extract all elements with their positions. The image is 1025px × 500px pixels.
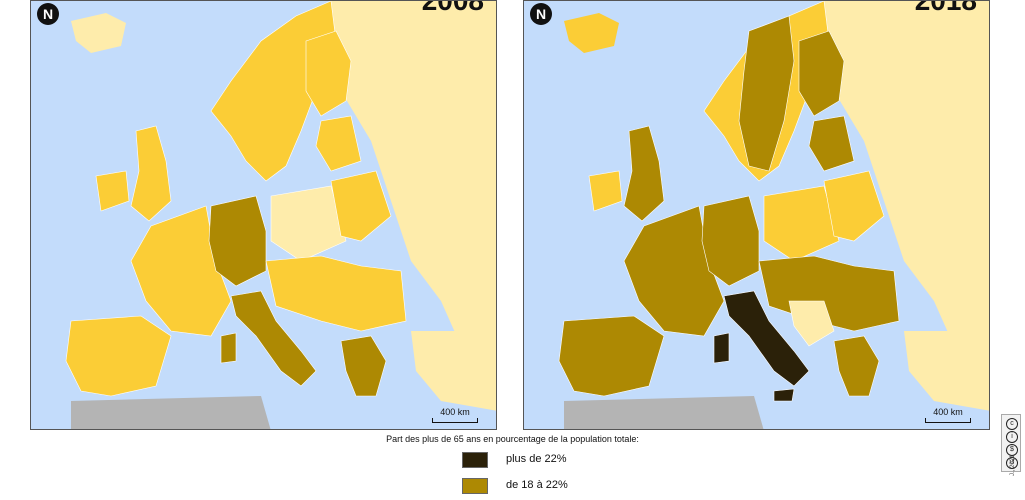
turkey [904,331,989,411]
iberia [558,315,665,397]
by-icon: i [1006,431,1018,443]
germany [208,195,267,287]
north-africa [71,396,271,429]
north-arrow-icon: N [530,3,552,25]
belarus-area [330,170,392,242]
north-arrow-icon: N [37,3,59,25]
scale-line [432,418,478,423]
ireland [95,170,130,212]
uk [623,125,665,222]
italy [230,290,317,387]
year-label: 2008 [421,0,484,16]
legend-title: Part des plus de 65 ans en pourcentage d… [386,434,639,444]
france [623,205,725,337]
iceland [564,13,619,53]
germany [701,195,760,287]
map-2018: N 2018 400 km [523,0,990,430]
sardinia [220,332,237,364]
turkey [411,331,496,411]
greece [340,335,387,397]
scale-line [925,418,971,423]
baltics [808,115,855,172]
ukraine-area [823,170,885,242]
nc-icon: $ [1006,444,1018,456]
poland-area [270,185,347,262]
baltics [315,115,362,172]
legend-swatch-mid [462,478,488,494]
sardinia [713,332,730,364]
legend-label-high: plus de 22% [506,453,567,465]
sicily [773,388,795,402]
iceland [71,13,126,53]
north-africa [564,396,764,429]
finland [798,30,845,117]
europe-map-2008 [31,1,496,429]
scale-label: 400 km [933,407,963,417]
cc-icon: c [1006,418,1018,430]
scale-bar: 400 km [432,407,478,423]
uk [130,125,172,222]
finland [305,30,352,117]
year-label: 2018 [914,0,977,16]
ireland [588,170,623,212]
credit-text: J., 2021 [1010,454,1016,476]
poland [763,185,840,262]
license-badge: c i $ ↺ [1001,414,1021,472]
scale-bar: 400 km [925,407,971,423]
scale-label: 400 km [440,407,470,417]
france [130,205,232,337]
legend: Part des plus de 65 ans en pourcentage d… [0,432,1025,500]
iberia [65,315,172,397]
sa-icon: ↺ [1006,457,1018,469]
europe-map-2018 [524,1,989,429]
greece [833,335,880,397]
non-eu-east [331,1,496,351]
legend-swatch-high [462,452,488,468]
map-2008: N 2008 400 km [30,0,497,430]
non-eu-east [824,1,989,351]
legend-label-mid: de 18 à 22% [506,479,568,491]
central-east [265,255,407,332]
sweden [738,15,795,172]
italy [723,290,810,387]
balkans-non-eu [788,300,835,347]
